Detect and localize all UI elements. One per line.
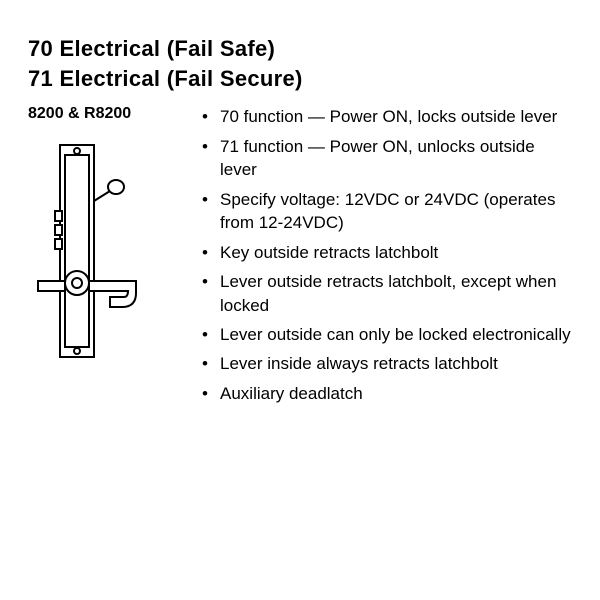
body-row: 8200 & R8200 [28, 105, 572, 411]
left-column: 8200 & R8200 [28, 105, 196, 376]
list-item: 70 function — Power ON, locks outside le… [202, 105, 572, 128]
feature-list: 70 function — Power ON, locks outside le… [202, 105, 572, 405]
lock-diagram [32, 141, 196, 376]
mortise-lock-icon [32, 141, 162, 376]
list-item: Key outside retracts latchbolt [202, 241, 572, 264]
title-block: 70 Electrical (Fail Safe) 71 Electrical … [28, 34, 572, 93]
list-item: Lever outside retracts latchbolt, except… [202, 270, 572, 317]
list-item: Lever inside always retracts latchbolt [202, 352, 572, 375]
title-line-2: 71 Electrical (Fail Secure) [28, 64, 572, 94]
list-item: Specify voltage: 12VDC or 24VDC (operate… [202, 188, 572, 235]
list-item: 71 function — Power ON, unlocks outside … [202, 135, 572, 182]
spec-page: 70 Electrical (Fail Safe) 71 Electrical … [0, 0, 600, 431]
right-column: 70 function — Power ON, locks outside le… [196, 105, 572, 411]
title-line-1: 70 Electrical (Fail Safe) [28, 34, 572, 64]
list-item: Auxiliary deadlatch [202, 382, 572, 405]
series-label: 8200 & R8200 [28, 105, 196, 123]
list-item: Lever outside can only be locked electro… [202, 323, 572, 346]
